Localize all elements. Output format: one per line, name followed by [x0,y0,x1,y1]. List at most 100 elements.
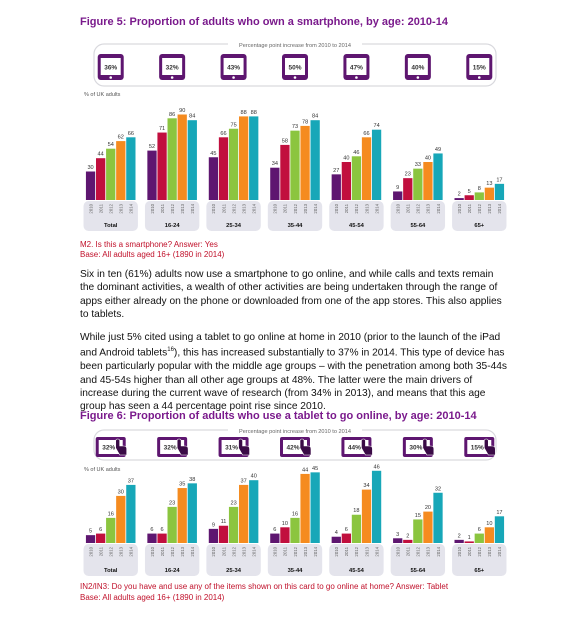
increase-banner: Percentage point increase from 2010 to 2… [93,426,497,461]
x-tick-year: 2014 [252,546,257,556]
smartphone-icon-screen [223,58,244,75]
category-label: 45-54 [349,568,365,574]
tablet-icon [218,437,250,457]
bar [280,527,290,543]
bar [474,192,484,200]
bar-value-label: 15 [415,513,421,519]
smartphone-icon [404,54,431,80]
bar-value-label: 20 [425,505,431,511]
bar-value-label: 34 [363,483,369,489]
x-tick-year: 2012 [293,546,298,556]
bar-value-label: 62 [118,135,124,141]
smartphone-icon-button [170,76,174,79]
bar-group: 27 40 46 66 74 2010 2011 2012 2013 2014 45-54 [329,123,384,231]
bar-value-label: 74 [373,123,379,129]
bar [187,120,197,200]
increase-value: 32% [164,445,177,452]
x-tick-year: 2014 [313,546,318,556]
category-label: 45-54 [349,223,365,229]
bar [126,484,136,543]
bar-value-label: 54 [108,142,114,148]
bar-value-label: 66 [220,131,226,137]
bar [484,187,494,200]
figure-6-base-note: Base: All adults aged 16+ (1890 in 2014) [80,593,225,602]
category-label: Total [104,568,118,574]
bar [228,506,239,543]
bar [116,495,126,543]
x-tick-year: 2014 [374,203,379,213]
paragraph-tablet-part2: ), this has increased substantially to 3… [80,347,508,413]
bar-value-label: 84 [189,114,195,120]
smartphone-icon [220,54,247,80]
bar [484,527,494,543]
increase-banner: Percentage point increase from 2010 to 2… [93,40,497,87]
x-tick-year: 2014 [436,203,441,213]
bar-value-label: 13 [486,181,492,187]
bar [290,517,300,543]
figure-6-question-note: IN2/IN3: Do you have and use any of the … [80,582,449,591]
x-tick-year: 2011 [467,546,472,556]
x-tick-year: 2012 [416,546,421,556]
bar-value-label: 40 [425,156,431,162]
x-tick-year: 2011 [406,203,411,213]
bar-value-label: 49 [435,147,441,153]
paragraph-tablet-part1: While just 5% cited using a tablet to go… [80,332,501,359]
category-label: Total [104,223,118,229]
x-tick-year: 2011 [344,546,349,556]
tablet-icon [464,437,496,457]
x-axis-box [452,544,507,576]
smartphone-icon [466,54,493,80]
x-tick-year: 2012 [109,203,114,213]
figure-5-chart: Percentage point increase from 2010 to 2… [80,34,510,232]
hand-pointer-icon [238,438,250,456]
bar-value-label: 32 [435,486,441,492]
category-label: 55-64 [410,223,426,229]
tablet-icon [95,437,128,457]
x-tick-year: 2010 [396,546,401,556]
bar-group: 2 5 8 13 17 2010 2011 2012 2013 2014 65+ [452,177,507,231]
bar-value-label: 17 [496,177,502,183]
bar [413,168,423,200]
x-tick-year: 2010 [396,203,401,213]
x-tick-year: 2011 [467,203,472,213]
bar-value-label: 84 [312,114,318,120]
increase-value: 47% [350,65,363,72]
bar-value-label: 73 [292,124,298,130]
bar [331,536,341,543]
bar-value-label: 52 [149,144,155,150]
x-axis-box [144,544,200,576]
bar [157,132,167,200]
x-tick-year: 2012 [293,203,298,213]
x-axis-box [267,544,323,576]
bar-value-label: 44 [302,467,308,473]
bar [433,492,443,543]
bar-value-label: 88 [251,110,257,116]
x-tick-year: 2013 [180,203,185,213]
bar [157,533,167,543]
bar-value-label: 34 [272,161,278,167]
bar [167,118,177,200]
x-axis-box [206,201,261,231]
bar-value-label: 23 [169,500,175,506]
x-tick-year: 2013 [426,203,431,213]
bar [116,141,126,200]
bar [310,120,320,200]
bar-value-label: 35 [179,482,185,488]
bar-value-label: 2 [406,533,409,539]
increase-value: 40% [411,65,424,72]
bar [423,511,433,543]
increase-value: 15% [473,65,486,72]
increase-value: 15% [471,445,484,452]
bar [177,488,187,543]
bar-value-label: 45 [210,151,216,157]
bar-value-label: 37 [241,478,247,484]
category-label: 65+ [474,568,484,574]
x-axis-box [329,544,384,576]
bar-value-label: 9 [396,185,399,191]
bar-group: 2 1 6 10 17 2010 2011 2012 2013 2014 65+ [452,510,507,576]
x-tick-year: 2011 [283,546,288,556]
x-tick-year: 2014 [190,203,195,213]
tablet-icon [341,437,373,457]
x-tick-year: 2013 [241,203,246,213]
